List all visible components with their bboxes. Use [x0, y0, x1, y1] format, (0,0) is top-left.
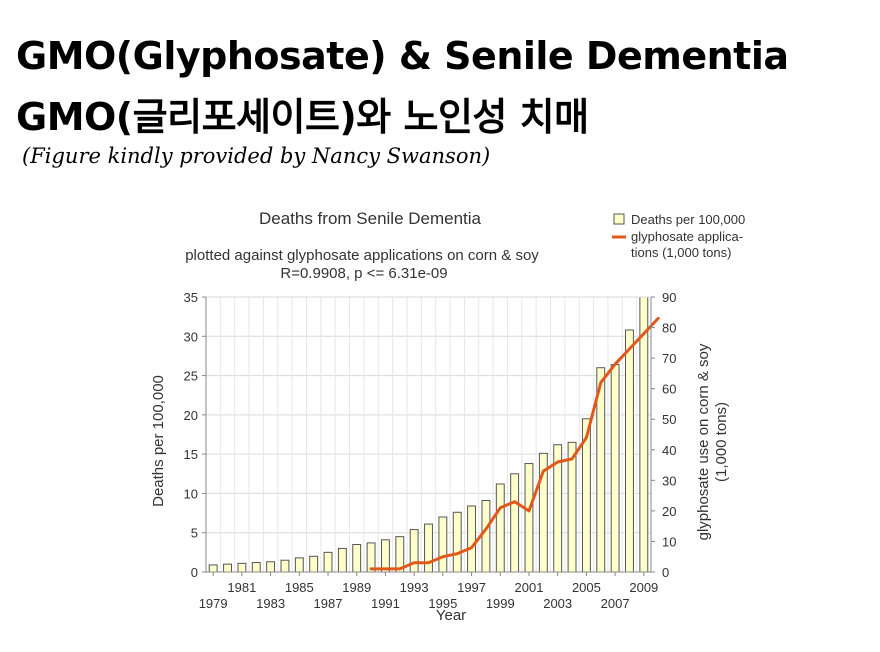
y-tick-label: 0: [191, 565, 198, 580]
slide-title-korean: GMO(글리포세이트)와 노인성 치매: [16, 95, 589, 139]
y-tick-label: 5: [191, 526, 198, 541]
glyphosate-point-2001: [528, 510, 530, 512]
y-tick-label: 25: [184, 369, 198, 384]
glyphosate-point-2008: [628, 348, 631, 350]
bar-2008: [625, 329, 634, 573]
glyphosate-point-2002: [542, 470, 545, 472]
slide-title-english: GMO(Glyphosate) & Senile Dementia: [16, 34, 789, 78]
x-tick-label-upper: 2001: [515, 580, 544, 595]
glyphosate-point-1993: [413, 562, 415, 564]
y-tick-label: 35: [184, 290, 198, 305]
glyphosate-point-1994: [427, 562, 430, 564]
bar-1993: [409, 529, 419, 573]
glyphosate-point-1991: [384, 568, 387, 570]
chart-subtitle: plotted against glyphosate applications …: [185, 247, 539, 264]
bar-2007: [610, 364, 620, 573]
y2-axis-label-line1: glyphosate use on corn & soy: [695, 343, 712, 540]
y-tick-label: 15: [184, 447, 198, 462]
bar-1985: [294, 557, 304, 573]
x-tick-label-upper: 1981: [227, 580, 256, 595]
chart-title: Deaths from Senile Dementia: [259, 209, 482, 228]
bar-1996: [452, 511, 462, 573]
bar-1991: [380, 539, 390, 573]
x-tick-label-upper: 1989: [342, 580, 371, 595]
glyphosate-point-2003: [556, 461, 559, 463]
bar-1979: [208, 564, 218, 573]
x-tick-label-lower: 2007: [601, 596, 630, 611]
bar-1987: [323, 551, 333, 573]
bar-1994: [424, 523, 433, 573]
x-tick-label-upper: 2005: [572, 580, 601, 595]
bar-1983: [266, 561, 276, 573]
x-tick-label-lower: 1987: [314, 596, 343, 611]
bar-2004: [567, 441, 577, 573]
figure-credit: (Figure kindly provided by Nancy Swanson…: [22, 144, 491, 168]
x-tick-label-upper: 1997: [457, 580, 486, 595]
y-axis-label: Deaths per 100,000: [150, 375, 167, 507]
y2-tick-label: 30: [662, 473, 676, 488]
y-tick-label: 30: [184, 329, 198, 344]
bar-1982: [251, 562, 261, 573]
legend-bar-label: Deaths per 100,000: [631, 212, 745, 227]
glyphosate-point-1999: [499, 507, 502, 509]
y2-tick-label: 80: [662, 321, 676, 336]
glyphosate-point-2009: [643, 332, 645, 335]
y2-tick-label: 70: [662, 351, 676, 366]
bar-series: [208, 296, 649, 573]
bar-1986: [309, 555, 319, 573]
bar-1980: [223, 563, 232, 573]
glyphosate-point-2010: [657, 317, 659, 320]
glyphosate-point-1995: [442, 555, 444, 558]
legend-line-label-1: glyphosate applica-: [631, 229, 743, 244]
y2-tick-label: 10: [662, 534, 676, 549]
y2-tick-label: 90: [662, 290, 676, 305]
grid-lines: [206, 296, 651, 573]
y2-tick-label: 50: [662, 412, 676, 427]
bar-1984: [280, 559, 290, 573]
legend-bar-swatch: [613, 213, 625, 225]
y-tick-label: 20: [184, 408, 198, 423]
bar-1989: [352, 544, 362, 573]
y-tick-label: 10: [184, 486, 198, 501]
x-tick-label-lower: 1995: [428, 596, 457, 611]
bar-1998: [481, 500, 491, 573]
x-tick-label-upper: 1993: [400, 580, 429, 595]
y2-tick-label: 20: [662, 504, 676, 519]
glyphosate-point-2004: [571, 458, 573, 460]
glyphosate-point-2005: [585, 436, 588, 439]
y2-tick-label: 40: [662, 443, 676, 458]
x-tick-label-lower: 1979: [199, 596, 228, 611]
glyphosate-point-1998: [485, 528, 487, 531]
x-axis-label: Year: [436, 607, 466, 624]
glyphosate-point-1996: [456, 552, 459, 555]
y2-axis-label-line2: (1,000 tons): [713, 402, 730, 482]
bar-1999: [495, 483, 505, 573]
bar-1981: [237, 562, 247, 573]
line-series: [369, 316, 660, 571]
legend-line-label-2: tions (1,000 tons): [631, 245, 731, 260]
glyphosate-point-2006: [599, 381, 602, 384]
y2-tick-label: 60: [662, 382, 676, 397]
bar-2000: [510, 473, 520, 573]
x-tick-label-upper: 1985: [285, 580, 314, 595]
glyphosate-point-1990: [370, 568, 372, 570]
chart-stats: R=0.9908, p <= 6.31e-09: [280, 265, 447, 282]
x-tick-label-lower: 1999: [486, 596, 515, 611]
x-tick-label-lower: 1983: [256, 596, 285, 611]
glyphosate-point-1997: [470, 546, 473, 549]
glyphosate-point-2007: [614, 363, 616, 366]
y2-tick-label: 0: [662, 565, 669, 580]
x-tick-label-lower: 1991: [371, 596, 400, 611]
x-tick-label-lower: 2003: [543, 596, 572, 611]
legend: Deaths per 100,000 glyphosate applica- t…: [612, 212, 745, 260]
bar-1995: [438, 516, 448, 573]
bar-1997: [467, 505, 477, 573]
bar-1988: [337, 547, 347, 573]
bar-2001: [524, 463, 534, 573]
glyphosate-point-2000: [513, 500, 516, 503]
x-tick-label-upper: 2009: [629, 580, 658, 595]
glyphosate-point-1992: [398, 568, 401, 570]
